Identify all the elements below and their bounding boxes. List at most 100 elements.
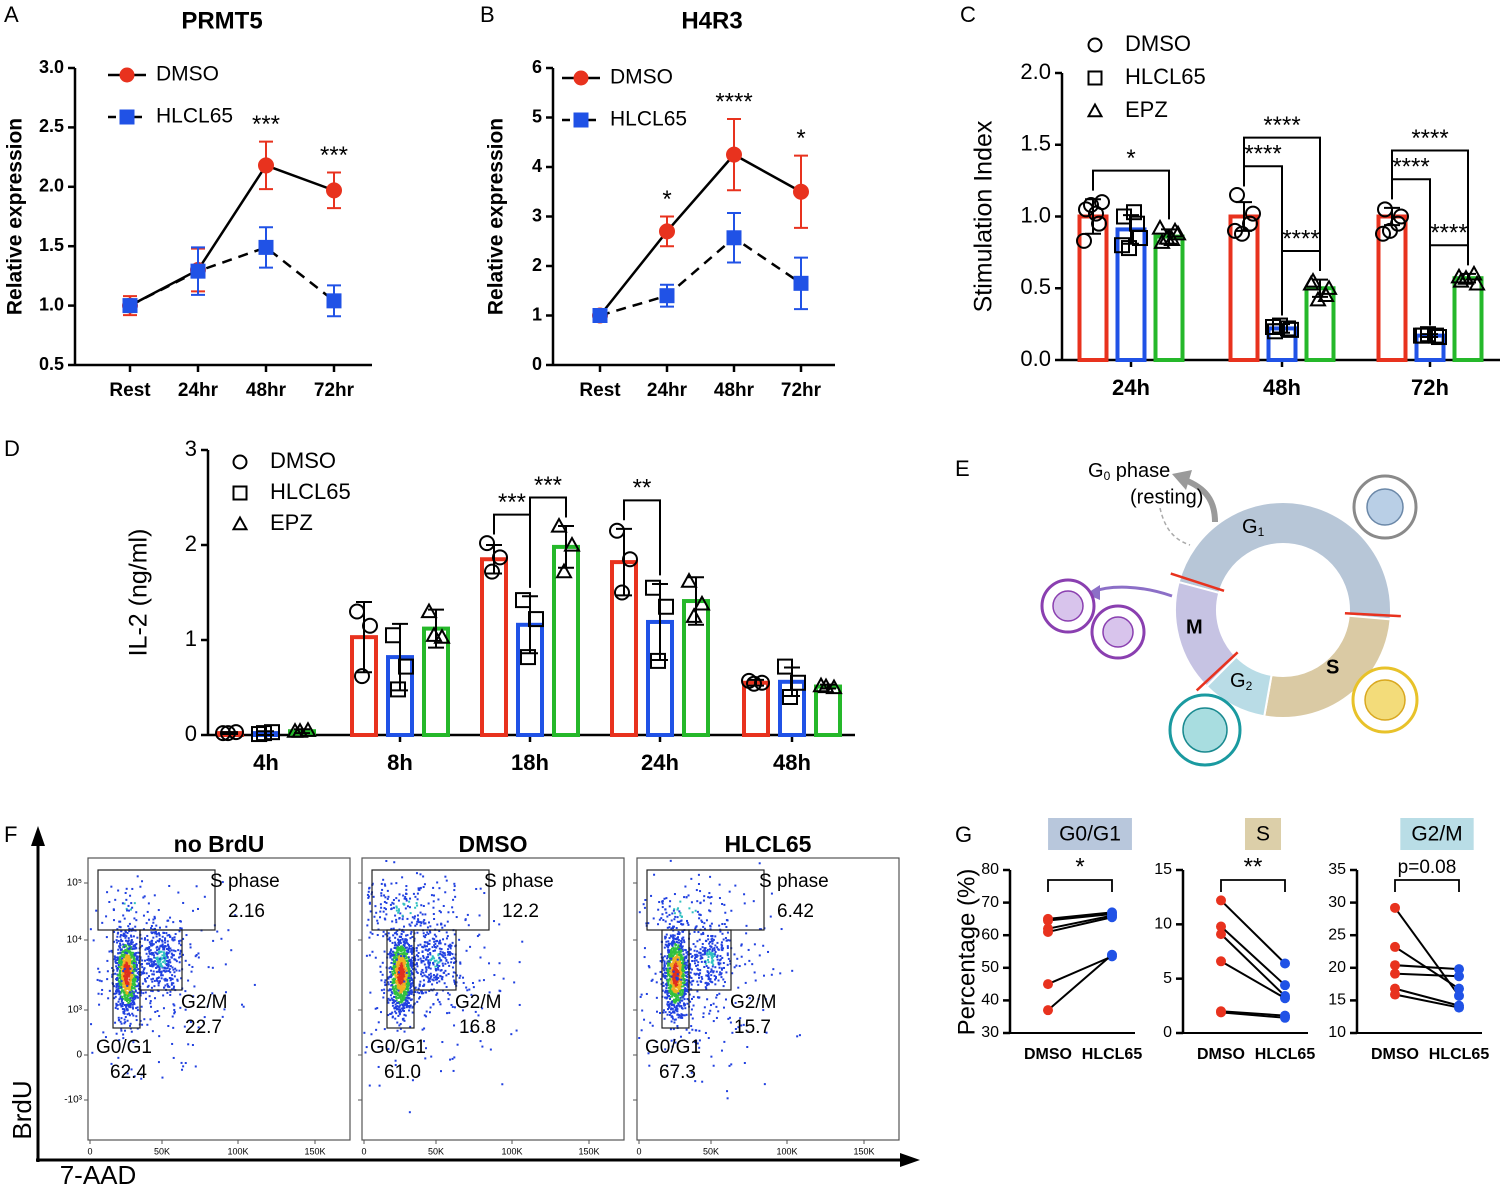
event-dot — [396, 965, 399, 968]
event-dot — [130, 929, 133, 932]
event-dot — [414, 986, 417, 989]
event-dot — [135, 919, 138, 922]
event-dot — [723, 903, 726, 906]
event-dot — [148, 947, 151, 950]
event-dot — [709, 928, 712, 931]
event-dot — [395, 995, 398, 998]
marker — [592, 308, 608, 323]
event-dot — [392, 966, 395, 969]
event-dot — [681, 981, 684, 984]
event-dot — [656, 1010, 659, 1013]
event-dot — [664, 937, 667, 940]
marker — [362, 617, 378, 634]
event-dot — [670, 935, 673, 938]
event-dot — [136, 956, 139, 959]
y-tick-label: 15 — [1328, 992, 1346, 1009]
event-dot — [666, 960, 669, 963]
event-dot — [660, 978, 663, 981]
event-dot — [401, 984, 404, 987]
event-dot — [437, 961, 440, 964]
event-dot — [420, 959, 423, 962]
event-dot — [427, 942, 430, 945]
event-dot — [445, 959, 448, 962]
event-dot — [197, 952, 200, 955]
event-dot — [408, 980, 411, 983]
plot-title: HLCL65 — [725, 831, 812, 857]
event-dot — [671, 1011, 674, 1014]
event-dot — [374, 956, 377, 959]
event-dot — [445, 985, 448, 988]
event-dot — [403, 1009, 406, 1012]
marker — [291, 722, 309, 738]
y-tick-label: 50 — [981, 959, 999, 976]
event-dot — [698, 938, 701, 941]
event-dot — [415, 963, 418, 966]
event-dot — [166, 934, 169, 937]
event-dot — [709, 875, 712, 878]
event-dot — [706, 951, 709, 954]
event-dot — [113, 955, 116, 958]
event-dot — [166, 952, 169, 955]
event-dot — [393, 995, 396, 998]
event-dot — [404, 960, 407, 963]
event-dot — [159, 959, 162, 962]
event-dot — [709, 924, 712, 927]
event-dot — [174, 967, 177, 970]
event-dot — [134, 983, 137, 986]
event-dot — [405, 941, 408, 944]
legend-label: DMSO — [610, 66, 673, 89]
y-tick-label: 60 — [981, 926, 999, 943]
event-dot — [111, 973, 114, 976]
event-dot — [726, 946, 729, 949]
event-dot — [410, 959, 413, 962]
event-dot — [433, 944, 436, 947]
event-dot — [683, 961, 686, 964]
event-dot — [722, 978, 725, 981]
event-dot — [384, 933, 387, 936]
event-dot — [171, 937, 174, 940]
event-dot — [394, 1003, 397, 1006]
event-dot — [765, 1031, 768, 1034]
event-dot — [712, 938, 715, 941]
event-dot — [406, 934, 409, 937]
event-dot — [667, 982, 670, 985]
event-dot — [677, 946, 680, 949]
event-dot — [157, 970, 160, 973]
event-dot — [700, 960, 703, 963]
event-dot — [675, 980, 678, 983]
event-dot — [410, 951, 413, 954]
event-dot — [404, 895, 407, 898]
event-dot — [675, 1006, 678, 1009]
event-dot — [669, 1028, 672, 1031]
event-dot — [395, 980, 398, 983]
event-dot — [403, 971, 406, 974]
event-dot — [650, 979, 653, 982]
event-dot — [183, 1025, 186, 1028]
event-dot — [696, 1042, 699, 1045]
event-dot — [394, 941, 397, 944]
event-dot — [422, 960, 425, 963]
event-dot — [399, 981, 402, 984]
event-dot — [170, 952, 173, 955]
event-dot — [386, 999, 389, 1002]
event-dot — [395, 969, 398, 972]
event-dot — [146, 1023, 149, 1026]
event-dot — [129, 1004, 132, 1007]
event-dot — [706, 982, 709, 985]
event-dot — [172, 939, 175, 942]
event-dot — [178, 940, 181, 943]
event-dot — [140, 971, 143, 974]
event-dot — [676, 962, 679, 965]
event-dot — [150, 927, 153, 930]
event-dot — [118, 974, 121, 977]
event-dot — [704, 960, 707, 963]
event-dot — [409, 989, 412, 992]
event-dot — [119, 966, 122, 969]
event-dot — [424, 991, 427, 994]
event-dot — [716, 946, 719, 949]
event-dot — [405, 952, 408, 955]
event-dot — [189, 1019, 192, 1022]
event-dot — [390, 907, 393, 910]
event-dot — [694, 957, 697, 960]
marker — [754, 674, 770, 691]
